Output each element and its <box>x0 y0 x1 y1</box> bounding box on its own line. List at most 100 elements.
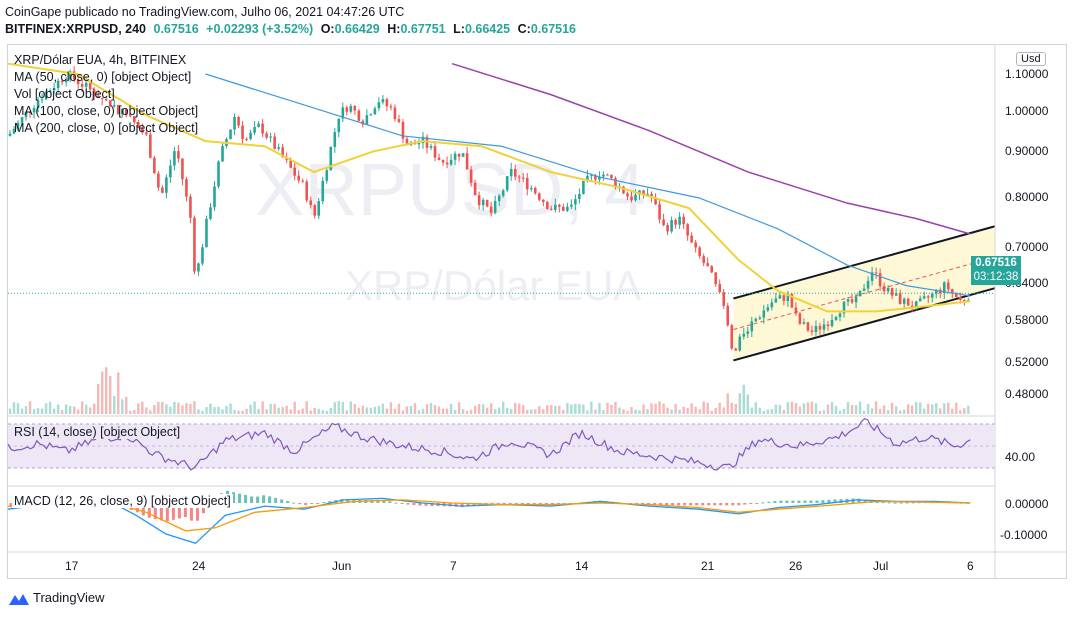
volume-bar <box>722 407 725 414</box>
volume-bar <box>850 405 854 414</box>
candle-body <box>946 282 950 290</box>
volume-bar <box>397 403 401 414</box>
volume-bar <box>329 407 332 414</box>
volume-bar <box>566 403 569 414</box>
candle-body <box>237 117 240 126</box>
candle-body <box>485 199 489 207</box>
rsi-legend[interactable]: RSI (14, close) [object Object] <box>12 425 183 439</box>
candle-body <box>822 324 826 330</box>
candle-body <box>493 201 497 213</box>
volume-bar <box>453 410 457 414</box>
macd-histogram-bar <box>238 493 242 503</box>
volume-bar <box>782 409 786 414</box>
ma200-line <box>451 62 971 235</box>
macd-histogram-bar <box>701 503 705 506</box>
volume-bar <box>546 405 549 414</box>
chart-frame[interactable] <box>7 44 1067 579</box>
volume-bar <box>890 402 894 414</box>
candle-body <box>165 177 168 193</box>
candle-body <box>64 79 68 83</box>
macd-histogram-bar <box>863 499 867 503</box>
volume-bar <box>101 371 104 414</box>
candle-body <box>854 296 858 303</box>
macd-histogram-bar <box>382 499 386 503</box>
volume-bar <box>874 401 878 414</box>
channel-lower-line[interactable] <box>733 287 996 362</box>
volume-bar <box>654 403 657 414</box>
price-tick: 0.90000 <box>1005 144 1049 158</box>
candle-body <box>197 263 200 272</box>
candle-body <box>157 173 160 188</box>
open-value: 0.66429 <box>334 22 380 36</box>
volume-bar <box>730 402 733 414</box>
candle-body <box>578 193 581 200</box>
macd-histogram-bar <box>147 503 151 518</box>
volume-bar <box>413 403 417 414</box>
candle-body <box>397 119 401 122</box>
legend-title[interactable]: XRP/Dólar EUA, 4h, BITFINEX <box>14 53 187 67</box>
footer-brand[interactable]: TradingView <box>8 590 105 606</box>
candle-body <box>778 295 782 299</box>
candle-body <box>92 89 96 96</box>
legend-ma200[interactable]: MA (200, close, 0) [object Object] <box>14 121 199 135</box>
macd-histogram-bar <box>785 500 789 503</box>
candle-body <box>754 318 758 322</box>
volume-bar <box>774 404 778 414</box>
volume-bar <box>538 406 541 414</box>
macd-histogram-bar <box>262 495 266 503</box>
time-tick: 21 <box>701 559 715 573</box>
volume-bar <box>806 402 810 414</box>
volume-bar <box>886 410 890 414</box>
candle-body <box>277 147 280 149</box>
legend-ma100[interactable]: MA (100, close, 0) [object Object] <box>14 104 199 118</box>
macd-signal-line <box>7 499 971 532</box>
channel-upper-line[interactable] <box>733 225 996 300</box>
legend-vol[interactable]: Vol [object Object] <box>14 87 115 101</box>
volume-bar <box>361 405 365 414</box>
macd-histogram-bar <box>713 503 717 506</box>
candle-body <box>798 313 802 324</box>
macd-legend[interactable]: MACD (12, 26, close, 9) [object Object] <box>12 494 233 508</box>
volume-bar <box>830 401 834 414</box>
time-tick: 26 <box>789 559 803 573</box>
volume-bar <box>858 401 862 414</box>
volume-bar <box>786 402 790 414</box>
candle-body <box>878 273 882 287</box>
volume-bar <box>301 408 304 414</box>
volume-bar <box>530 409 533 414</box>
volume-bar <box>598 402 601 414</box>
volume-bar <box>68 406 72 414</box>
volume-bar <box>939 408 942 414</box>
candle-body <box>153 157 156 174</box>
volume-bar <box>201 410 204 414</box>
volume-bar <box>313 407 316 414</box>
candle-body <box>241 125 244 139</box>
volume-bar <box>12 402 16 414</box>
volume-bar <box>205 407 208 414</box>
volume-bar <box>738 393 741 414</box>
time-axis[interactable]: 17 24 Jun 7 14 21 26 Jul 6 <box>65 559 974 573</box>
candle-body <box>706 263 709 267</box>
candle-body <box>870 272 874 281</box>
open-label: O: <box>320 22 335 36</box>
candle-body <box>261 123 264 134</box>
candle-body <box>141 127 144 133</box>
candle-body <box>445 162 449 165</box>
volume-bar <box>137 403 140 414</box>
candle-body <box>710 266 714 273</box>
candle-body <box>606 174 609 176</box>
candle-body <box>209 207 212 219</box>
candle-body <box>137 122 140 128</box>
candles[interactable] <box>8 66 970 352</box>
volume-bar <box>357 407 361 414</box>
volume-bar <box>750 407 753 414</box>
currency-button[interactable]: Usd <box>1016 52 1046 66</box>
volume-bar <box>630 406 633 414</box>
volume-bar <box>834 405 838 414</box>
candle-body <box>566 206 569 211</box>
price-axis[interactable]: 1.10000 1.00000 0.90000 0.80000 0.70000 … <box>1000 67 1049 542</box>
legend-ma50[interactable]: MA (50, close, 0) [object Object] <box>14 70 192 84</box>
macd-histogram-bar <box>899 502 903 504</box>
volume-bar <box>189 403 192 414</box>
